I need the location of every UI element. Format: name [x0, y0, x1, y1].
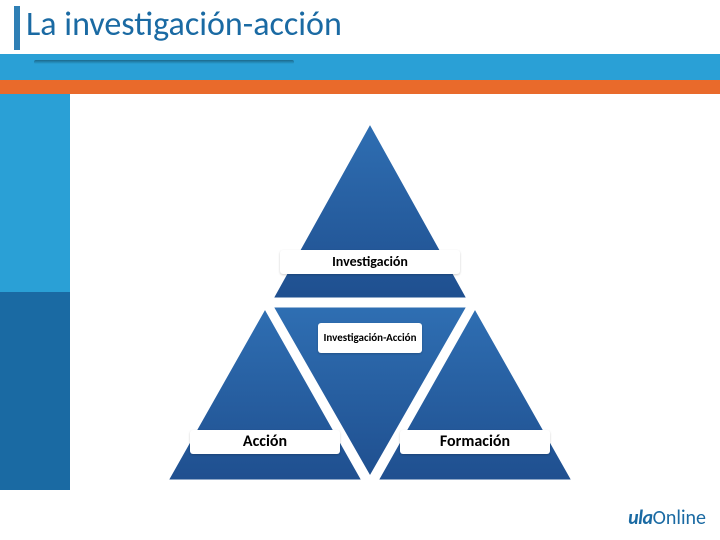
- label-accion: Acción: [190, 430, 340, 454]
- header-band-primary: [0, 54, 720, 80]
- triangle-diagram: Investigación Investigación-Acción Acció…: [160, 110, 580, 490]
- title-accent-bar: [14, 6, 20, 50]
- label-investigacion-accion: Investigación-Acción: [318, 323, 422, 353]
- label-formacion: Formación: [400, 430, 550, 454]
- page-title: La investigación-acción: [26, 4, 342, 45]
- logo-main: ula: [628, 506, 653, 530]
- label-investigacion: Investigación: [280, 250, 460, 274]
- logo-sub: Online: [653, 506, 706, 530]
- footer-logo: ulaOnline: [628, 506, 706, 530]
- header-band-accent: [0, 80, 720, 94]
- sidebar-block-top: [0, 94, 70, 292]
- slide: La investigación-acción: [0, 0, 720, 540]
- sidebar-block-bottom: [0, 292, 70, 490]
